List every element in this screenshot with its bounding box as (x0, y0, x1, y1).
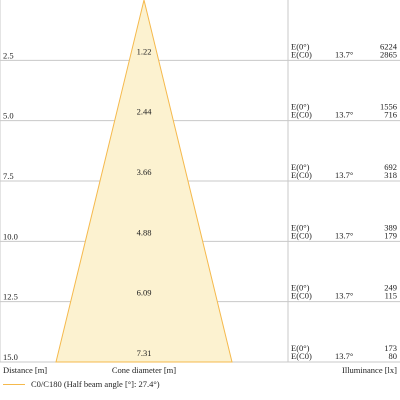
legend-label: C0/C180 (Half beam angle [°]: 27.4°) (31, 379, 160, 389)
distance-tick-label: 12.5 (3, 292, 18, 302)
cone-diameter-label: 1.22 (137, 46, 152, 56)
distance-tick-label: 15.0 (3, 352, 18, 362)
ec0-illuminance-value: 716 (384, 110, 397, 120)
ec0-label: E(C0) (291, 230, 312, 240)
distance-tick-label: 7.5 (3, 171, 14, 181)
ec0-label: E(C0) (291, 170, 312, 180)
ec0-illuminance-value: 80 (389, 351, 398, 361)
ec0-label: E(C0) (291, 110, 312, 120)
e0-illuminance-value: 389 (384, 222, 397, 232)
half-beam-angle-label: 13.7° (335, 110, 353, 120)
e0-label: E(0°) (291, 162, 310, 172)
distance-tick-label: 2.5 (3, 50, 14, 60)
distance-tick-label: 5.0 (3, 111, 14, 121)
e0-illuminance-value: 1556 (380, 102, 397, 112)
ec0-illuminance-value: 2865 (380, 49, 397, 59)
legend-swatch (3, 383, 25, 385)
legend: C0/C180 (Half beam angle [°]: 27.4°) (3, 378, 160, 390)
cone-diameter-label: 3.66 (137, 167, 152, 177)
e0-illuminance-value: 692 (384, 162, 397, 172)
ec0-illuminance-value: 318 (384, 170, 397, 180)
half-beam-angle-label: 13.7° (335, 351, 353, 361)
ec0-label: E(C0) (291, 291, 312, 301)
distance-tick-label: 10.0 (3, 231, 18, 241)
ec0-illuminance-value: 115 (385, 291, 397, 301)
e0-label: E(0°) (291, 343, 310, 353)
e0-illuminance-value: 173 (384, 343, 397, 353)
e0-illuminance-value: 6224 (380, 41, 398, 51)
half-beam-angle-label: 13.7° (335, 170, 353, 180)
ec0-illuminance-value: 179 (384, 230, 397, 240)
e0-illuminance-value: 249 (384, 283, 397, 293)
beam-cone (55, 0, 233, 363)
half-beam-angle-label: 13.7° (335, 230, 353, 240)
illuminance-axis-label: Illuminance [lx] (342, 365, 397, 375)
cone-diameter-label: 2.44 (137, 107, 153, 117)
half-beam-angle-label: 13.7° (335, 291, 353, 301)
half-beam-angle-label: 13.7° (335, 49, 353, 59)
ec0-label: E(C0) (291, 351, 312, 361)
x-axis-label: Cone diameter [m] (112, 365, 176, 375)
y-axis-label: Distance [m] (3, 365, 47, 375)
e0-label: E(0°) (291, 222, 310, 232)
e0-label: E(0°) (291, 283, 310, 293)
ec0-label: E(C0) (291, 49, 312, 59)
cone-diameter-label: 4.88 (137, 227, 152, 237)
cone-diameter-label: 6.09 (137, 288, 152, 298)
cone-diameter-label: 7.31 (137, 348, 152, 358)
e0-label: E(0°) (291, 41, 310, 51)
e0-label: E(0°) (291, 102, 310, 112)
